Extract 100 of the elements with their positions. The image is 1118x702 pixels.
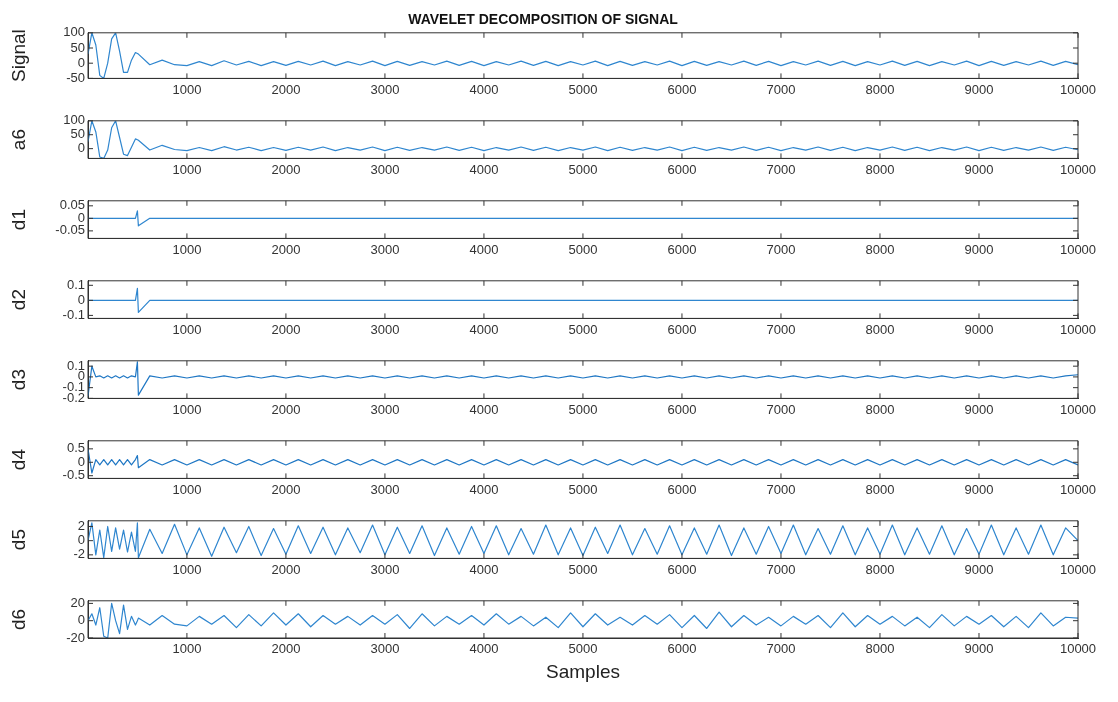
y-tick-label: 100 [63, 24, 85, 40]
y-tick-label: -0.1 [62, 306, 85, 322]
x-tick-label: 5000 [568, 481, 598, 497]
x-tick-label: 8000 [865, 241, 895, 257]
x-tick-label: 10000 [1059, 161, 1097, 177]
x-tick-label: 5000 [568, 161, 598, 177]
x-tick-label: 7000 [766, 321, 796, 337]
x-tick-label: 4000 [469, 641, 499, 657]
x-tick-label: 4000 [469, 561, 499, 577]
x-tick-label: 9000 [964, 241, 994, 257]
x-tick-label: 9000 [964, 481, 994, 497]
x-tick-label: 6000 [667, 401, 697, 417]
x-tick-label: 7000 [766, 481, 796, 497]
y-axis-title: d1 [7, 209, 29, 231]
y-tick-label: -50 [66, 69, 85, 85]
x-tick-label: 2000 [271, 561, 301, 577]
y-axis-title: a6 [7, 129, 29, 151]
x-tick-label: 2000 [271, 481, 301, 497]
x-tick-label: 6000 [667, 641, 697, 657]
x-tick-label: 3000 [370, 481, 400, 497]
x-tick-label: 5000 [568, 401, 598, 417]
chart-title: WAVELET DECOMPOSITION OF SIGNAL [408, 11, 679, 28]
x-tick-label: 3000 [370, 81, 400, 97]
x-tick-label: 9000 [964, 161, 994, 177]
x-tick-label: 8000 [865, 161, 895, 177]
x-tick-label: 8000 [865, 81, 895, 97]
x-tick-label: 8000 [865, 401, 895, 417]
x-tick-label: 9000 [964, 561, 994, 577]
y-tick-label: 0 [77, 291, 85, 307]
x-tick-label: 7000 [766, 561, 796, 577]
x-tick-label: 5000 [568, 241, 598, 257]
x-tick-label: 6000 [667, 81, 697, 97]
x-tick-label: 6000 [667, 481, 697, 497]
x-tick-label: 9000 [964, 641, 994, 657]
x-tick-label: 3000 [370, 321, 400, 337]
x-axis-title: Samples [546, 660, 620, 682]
x-tick-label: 10000 [1059, 241, 1097, 257]
x-tick-label: 7000 [766, 641, 796, 657]
x-tick-label: 8000 [865, 561, 895, 577]
x-tick-label: 5000 [568, 641, 598, 657]
y-tick-label: 2 [77, 518, 85, 534]
x-tick-label: 2000 [271, 161, 301, 177]
x-tick-label: 1000 [172, 641, 202, 657]
x-tick-label: 2000 [271, 81, 301, 97]
y-tick-label: 50 [70, 126, 85, 142]
x-tick-label: 6000 [667, 241, 697, 257]
y-axis-title: d2 [7, 289, 29, 311]
y-tick-label: 100 [63, 112, 85, 128]
x-tick-label: 1000 [172, 481, 202, 497]
x-tick-label: 1000 [172, 241, 202, 257]
y-axis-title: d4 [7, 448, 29, 471]
x-tick-label: 1000 [172, 401, 202, 417]
x-tick-label: 1000 [172, 161, 202, 177]
y-axis-title: Signal [7, 29, 29, 83]
y-tick-label: -20 [66, 629, 85, 645]
y-tick-label: 0 [77, 532, 85, 548]
x-tick-label: 3000 [370, 401, 400, 417]
x-tick-label: 4000 [469, 401, 499, 417]
x-tick-label: 4000 [469, 321, 499, 337]
x-tick-label: 2000 [271, 641, 301, 657]
x-tick-label: 10000 [1059, 641, 1097, 657]
y-tick-label: 20 [70, 594, 85, 610]
x-tick-label: 10000 [1059, 401, 1097, 417]
x-tick-label: 4000 [469, 481, 499, 497]
y-tick-label: 0 [77, 612, 85, 628]
x-tick-label: 9000 [964, 81, 994, 97]
x-tick-label: 4000 [469, 81, 499, 97]
x-tick-label: 8000 [865, 481, 895, 497]
x-tick-label: 6000 [667, 161, 697, 177]
y-tick-label: 50 [70, 39, 85, 55]
x-tick-label: 2000 [271, 241, 301, 257]
x-tick-label: 7000 [766, 81, 796, 97]
x-tick-label: 10000 [1059, 81, 1097, 97]
x-tick-label: 10000 [1059, 561, 1097, 577]
x-tick-label: 5000 [568, 321, 598, 337]
x-tick-label: 9000 [964, 321, 994, 337]
x-tick-label: 1000 [172, 81, 202, 97]
y-axis-title: d3 [7, 369, 29, 391]
y-tick-label: -0.05 [55, 222, 85, 238]
x-tick-label: 3000 [370, 641, 400, 657]
x-tick-label: 9000 [964, 401, 994, 417]
x-tick-label: 4000 [469, 161, 499, 177]
x-tick-label: 7000 [766, 401, 796, 417]
x-tick-label: 3000 [370, 561, 400, 577]
y-tick-label: 0 [77, 453, 85, 469]
y-axis-title: d6 [7, 608, 29, 630]
y-tick-label: -0.5 [62, 467, 85, 483]
x-tick-label: 10000 [1059, 321, 1097, 337]
x-tick-label: 5000 [568, 561, 598, 577]
y-tick-label: 0 [77, 54, 85, 70]
x-tick-label: 6000 [667, 321, 697, 337]
x-tick-label: 8000 [865, 641, 895, 657]
x-tick-label: 1000 [172, 561, 202, 577]
y-tick-label: -2 [73, 546, 85, 562]
x-tick-label: 3000 [370, 161, 400, 177]
x-tick-label: 8000 [865, 321, 895, 337]
y-tick-label: 0.5 [66, 440, 85, 456]
x-tick-label: 2000 [271, 401, 301, 417]
x-tick-label: 1000 [172, 321, 202, 337]
y-tick-label: 0 [77, 140, 85, 156]
